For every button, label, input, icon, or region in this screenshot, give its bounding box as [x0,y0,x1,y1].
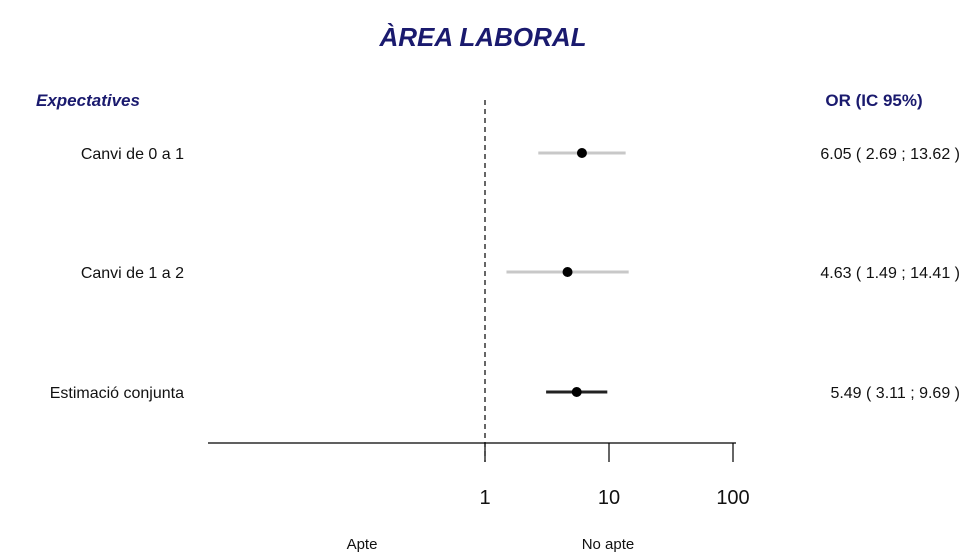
forest-row: Canvi de 1 a 2 4.63 ( 1.49 ; 14.41 ) [81,265,960,282]
or-ci-text: 5.49 ( 3.11 ; 9.69 ) [830,385,960,402]
x-tick-label: 10 [598,487,620,509]
row-label: Estimació conjunta [50,385,184,402]
point-estimate [576,148,587,158]
row-label: Canvi de 1 a 2 [81,265,184,282]
x-tick-label: 100 [716,487,749,509]
forest-row: Estimació conjunta 5.49 ( 3.11 ; 9.69 ) [50,385,960,402]
row-label: Canvi de 0 a 1 [81,146,184,163]
estimate-header: OR (IC 95%) [825,91,922,110]
group-header: Expectatives [36,91,140,110]
forest-row: Canvi de 0 a 1 6.05 ( 2.69 ; 13.62 ) [81,146,960,163]
or-ci-text: 4.63 ( 1.49 ; 14.41 ) [820,265,960,282]
chart-title: ÀREA LABORAL [378,22,586,52]
point-estimate [571,387,582,397]
direction-label-left: Apte [347,536,378,553]
forest-rows: Canvi de 0 a 1 6.05 ( 2.69 ; 13.62 )Canvi… [50,146,960,402]
or-ci-text: 6.05 ( 2.69 ; 13.62 ) [820,146,960,163]
direction-label-right: No apte [582,536,635,553]
x-tick-label: 1 [479,487,490,509]
point-estimate [562,267,573,277]
x-axis-ticks: 1 10 100 [479,443,750,509]
